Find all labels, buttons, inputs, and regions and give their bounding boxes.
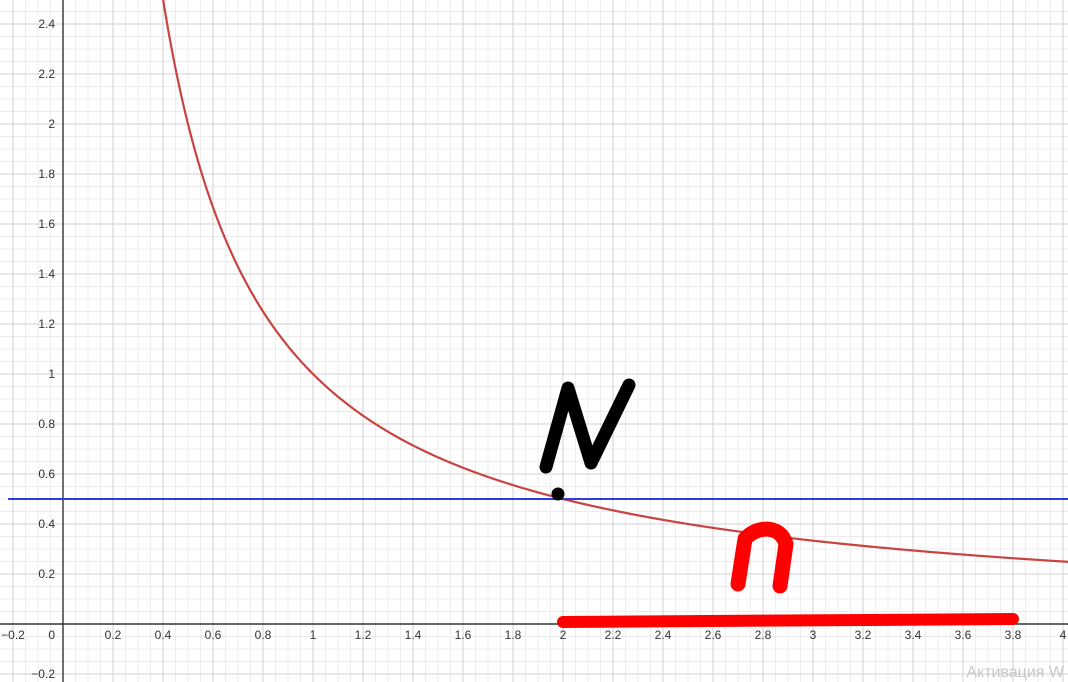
x-tick-label: 2.8 [755,628,772,642]
x-tick-label: 0.2 [105,628,122,642]
x-tick-label: 3.2 [855,628,872,642]
y-tick-label: 2.2 [38,67,55,81]
x-tick-label: 3 [810,628,817,642]
x-tick-label: 1.4 [405,628,422,642]
handwritten-N-label [539,378,636,474]
handwritten-annotations [539,378,1019,628]
x-tick-label: 4 [1060,628,1067,642]
x-tick-label: 2 [560,628,567,642]
x-tick-label: 1.8 [505,628,522,642]
x-tick-label: 1.2 [355,628,372,642]
y-tick-label: 1.8 [38,167,55,181]
red-underline-segment [557,613,1019,628]
x-tick-label: 2.4 [655,628,672,642]
y-tick-label: 1.4 [38,267,55,281]
y-tick-label: 0.4 [38,517,55,531]
y-tick-label: −0.2 [31,667,55,681]
y-tick-label: 2 [48,117,55,131]
x-tick-label: −0.2 [1,628,25,642]
x-tick-label: 0.4 [155,628,172,642]
y-tick-label: 0.6 [38,467,55,481]
x-tick-label: 0.6 [205,628,222,642]
x-tick-label: 0.8 [255,628,272,642]
x-tick-label: 1 [310,628,317,642]
y-tick-label: 0.2 [38,567,55,581]
activation-watermark: Активация W [966,664,1064,681]
plot-series [8,0,1068,563]
y-tick-label: 0.8 [38,417,55,431]
y-tick-label: 1 [48,367,55,381]
x-tick-label: 3.8 [1005,628,1022,642]
x-tick-label: 0 [48,628,55,642]
x-tick-label: 1.6 [455,628,472,642]
y-tick-label: 1.6 [38,217,55,231]
x-tick-label: 3.4 [905,628,922,642]
handwritten-n-label [730,521,794,594]
x-tick-label: 2.6 [705,628,722,642]
x-tick-label: 2.2 [605,628,622,642]
x-tick-label: 3.6 [955,628,972,642]
curve-1-over-x [162,0,1068,563]
y-tick-label: 1.2 [38,317,55,331]
tick-labels: −0.2 0 0.2 0.4 0.6 0.8 1 1.2 1.4 1.6 1.8 2 2.2 2.4 2.6… [1,17,1067,681]
intersection-point [551,487,565,501]
y-tick-label: 2.4 [38,17,55,31]
